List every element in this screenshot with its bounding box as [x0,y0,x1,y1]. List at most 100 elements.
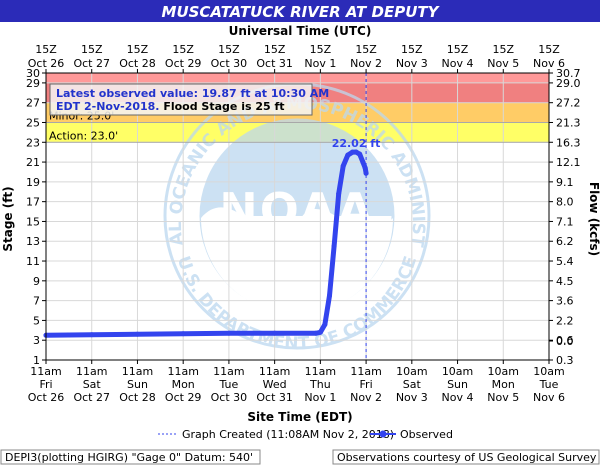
top-tick-label: 15Z [401,43,423,56]
bottom-tick-label: Wed [263,378,287,391]
bottom-tick-label: Sat [403,378,422,391]
top-tick-label: 15Z [310,43,332,56]
top-axis-title: Universal Time (UTC) [229,24,372,38]
top-tick-label: Oct 26 [28,57,65,70]
top-tick-label: Oct 31 [256,57,293,70]
y2-tick-label: 8.0 [556,196,574,209]
top-tick-label: Nov 5 [487,57,519,70]
latest-value-line2: EDT 2-Nov-2018. Flood Stage is 25 ft [56,100,285,113]
bottom-tick-label: Oct 28 [119,391,156,404]
bottom-tick-label: Fri [39,378,52,391]
data-point-1 [89,332,95,338]
top-tick-label: 15Z [35,43,57,56]
bottom-tick-label: Oct 31 [256,391,293,404]
bottom-tick-label: Oct 30 [211,391,248,404]
y2-tick-label: 16.3 [556,136,581,149]
bottom-tick-label: 10am [533,365,564,378]
chart-title: MUSCATATUCK RIVER AT DEPUTY [162,3,441,21]
legend: Graph Created (11:08AM Nov 2, 2018) Obse… [158,428,453,441]
y2-tick-label: 0.3 [556,354,574,367]
y-tick-label: 25 [26,116,40,129]
footer-right-box [332,449,600,465]
top-tick-label: Oct 27 [73,57,110,70]
data-point-14 [349,149,355,155]
y2-tick-label: 0.0 [556,335,574,348]
bottom-tick-label: Nov 2 [350,391,382,404]
top-tick-label: Nov 4 [442,57,474,70]
top-tick-label: 15Z [538,43,560,56]
top-tick-label: Nov 6 [533,57,565,70]
y-tick-label: 23 [26,136,40,149]
bottom-tick-label: Oct 29 [165,391,202,404]
top-tick-label: 15Z [492,43,514,56]
top-tick-label: 15Z [81,43,103,56]
top-tick-label: 15Z [447,43,469,56]
bottom-tick-label: Oct 27 [73,391,110,404]
threshold-label-1: Action: 23.0' [49,129,118,142]
legend-graph-created-label: Graph Created (11:08AM Nov 2, 2018) [182,428,394,441]
top-tick-label: 15Z [264,43,286,56]
data-point-6 [313,330,319,336]
bottom-tick-label: Nov 6 [533,391,565,404]
top-tick-label: Nov 1 [304,57,336,70]
bottom-tick-label: Oct 26 [28,391,65,404]
bottom-tick-label: Nov 1 [304,391,336,404]
y-tick-label: 19 [26,176,40,189]
y2-tick-label: 12.1 [556,156,581,169]
bottom-tick-label: 11am [167,365,198,378]
top-tick-label: Oct 28 [119,57,156,70]
watermark-sky [201,120,393,216]
y2-tick-label: 3.6 [556,295,574,308]
data-point-12 [340,163,346,169]
watermark-logo-text: NOAA [219,183,375,237]
footer-left-text: DEPI3(plotting HGIRG) "Gage 0" Datum: 54… [5,451,253,464]
bottom-tick-label: Nov 3 [396,391,428,404]
data-point-8 [322,321,328,327]
top-tick-label: 15Z [218,43,240,56]
footer-left-box [0,449,261,465]
data-point-18 [362,165,368,171]
y2-tick-label: 6.2 [556,235,574,248]
data-point-4 [226,330,232,336]
bottom-tick-label: Tue [219,378,239,391]
y2-tick-label: 9.1 [556,176,574,189]
y2-tick-label: 27.2 [556,97,581,110]
bottom-tick-label: 10am [488,365,519,378]
bottom-tick-label: Tue [539,378,559,391]
y-tick-label: 27 [26,97,40,110]
data-point-13 [345,152,351,158]
bottom-tick-label: Sat [83,378,102,391]
latest-value-line1: Latest observed value: 19.87 ft at 10:30… [56,87,329,100]
bottom-tick-label: Fri [360,378,373,391]
bottom-tick-label: Nov 5 [487,391,519,404]
bottom-tick-label: 11am [259,365,290,378]
bottom-tick-label: 11am [350,365,381,378]
title-bar [0,0,600,22]
y-tick-label: 21 [26,156,40,169]
legend-observed-marker [379,430,387,438]
latest-value-date: EDT 2-Nov-2018. [56,100,160,113]
top-tick-label: 15Z [127,43,149,56]
data-point-19 [363,170,369,176]
plot-frame [45,72,550,361]
y-axis-title: Stage (ft) [1,186,15,251]
bottom-tick-label: 10am [396,365,427,378]
footer-right-text: Observations courtesy of US Geological S… [337,451,597,464]
y-tick-label: 30 [26,67,40,80]
bottom-tick-label: 11am [76,365,107,378]
y-tick-label: 17 [26,196,40,209]
top-tick-label: Nov 2 [350,57,382,70]
bottom-tick-label: Mon [492,378,515,391]
data-point-17 [360,159,366,165]
y2-axis-title: Flow (kcfs) [587,182,600,256]
bottom-tick-label: 10am [442,365,473,378]
y2-tick-label: 2.2 [556,314,574,327]
bottom-tick-label: 11am [122,365,153,378]
data-point-16 [357,151,363,157]
bottom-tick-label: Thu [309,378,331,391]
data-point-3 [180,331,186,337]
y-tick-label: 13 [26,235,40,248]
data-point-15 [353,149,359,155]
data-point-2 [134,331,140,337]
bottom-tick-label: 11am [30,365,61,378]
